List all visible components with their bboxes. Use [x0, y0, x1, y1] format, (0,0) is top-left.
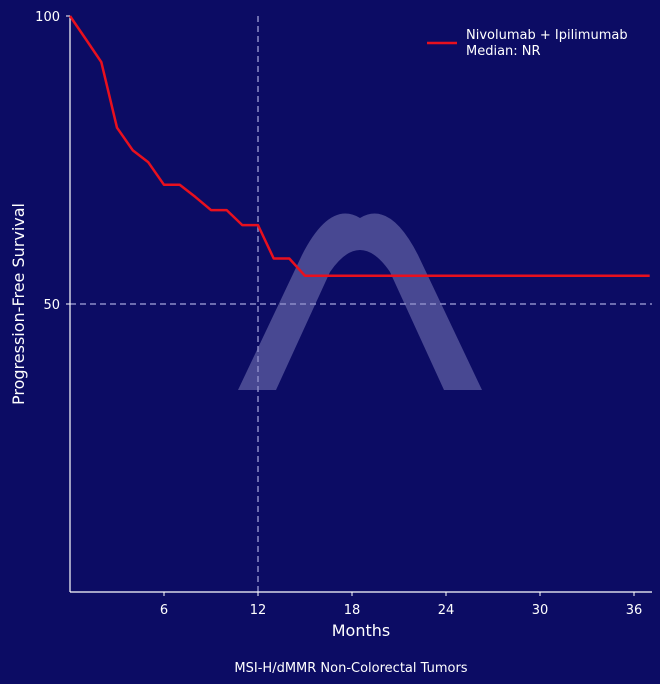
x-tick-label: 36	[626, 603, 643, 618]
x-tick-label: 6	[160, 603, 168, 618]
y-tick-label: 100	[35, 10, 60, 25]
y-ticks: 50 100	[35, 10, 70, 313]
x-tick-label: 30	[532, 603, 549, 618]
legend-median: Median: NR	[466, 44, 541, 59]
x-ticks: 6 12 18 24 30 36	[160, 592, 642, 618]
x-tick-label: 24	[438, 603, 455, 618]
x-tick-label: 18	[344, 603, 361, 618]
x-axis-label: Months	[332, 621, 390, 640]
y-tick-label: 50	[43, 298, 60, 313]
x-tick-label: 12	[250, 603, 267, 618]
y-axis-label: Progression-Free Survival	[9, 203, 28, 405]
chart-caption: MSI-H/dMMR Non-Colorectal Tumors	[234, 661, 467, 676]
legend: Nivolumab + Ipilimumab Median: NR	[427, 28, 628, 59]
legend-series-name: Nivolumab + Ipilimumab	[466, 28, 628, 43]
watermark-logo-icon	[238, 213, 482, 390]
pfs-curve	[68, 15, 650, 278]
